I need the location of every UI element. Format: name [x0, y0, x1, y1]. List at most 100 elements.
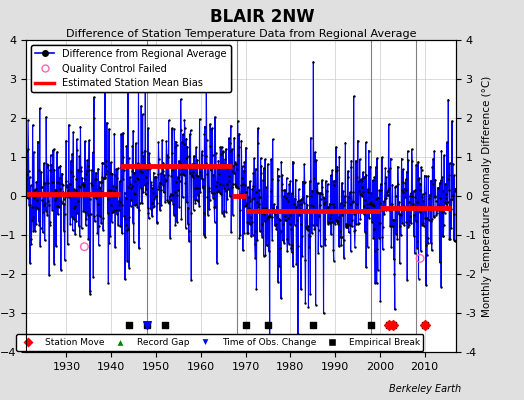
Point: [239, 181, 247, 188]
Point: [378, 154, 386, 160]
Point: [384, 187, 392, 193]
Point: [182, 155, 190, 162]
Point: [376, 220, 384, 226]
Point: [241, 203, 249, 210]
Point: [385, 207, 394, 213]
Point: [393, 204, 401, 211]
Point: [309, 58, 318, 65]
Point: [336, 207, 345, 214]
Point: [355, 178, 363, 184]
Point: [245, 193, 254, 200]
Point: [37, 169, 46, 175]
Point: [333, 163, 342, 170]
Point: [441, 181, 450, 187]
Point: [349, 188, 357, 195]
Point: [409, 204, 417, 210]
Point: [322, 208, 330, 214]
Point: [381, 165, 389, 172]
Point: [387, 206, 395, 212]
Point: [402, 219, 411, 226]
Point: [354, 138, 362, 144]
Point: [238, 191, 246, 197]
Point: [120, 213, 128, 220]
Point: [276, 245, 285, 251]
Point: [263, 242, 271, 248]
Point: [369, 234, 377, 241]
Point: [205, 206, 213, 212]
Point: [110, 130, 118, 137]
Point: [448, 118, 456, 124]
Point: [92, 191, 101, 197]
Point: [39, 202, 48, 208]
Point: [300, 179, 309, 185]
Point: [178, 165, 187, 171]
Point: [398, 187, 406, 194]
Point: [176, 171, 184, 178]
Point: [351, 244, 359, 250]
Point: [361, 174, 369, 180]
Point: [219, 149, 227, 156]
Point: [113, 175, 122, 182]
Point: [138, 111, 147, 117]
Point: [400, 203, 408, 209]
Point: [281, 217, 289, 223]
Point: [47, 162, 56, 168]
Y-axis label: Monthly Temperature Anomaly Difference (°C): Monthly Temperature Anomaly Difference (…: [482, 75, 492, 317]
Point: [436, 177, 445, 184]
Point: [249, 170, 258, 176]
Point: [159, 160, 168, 166]
Point: [143, 322, 151, 328]
Point: [433, 206, 442, 212]
Point: [74, 222, 83, 229]
Point: [333, 219, 341, 225]
Point: [444, 172, 453, 178]
Point: [263, 242, 271, 248]
Point: [386, 155, 395, 162]
Point: [402, 176, 410, 182]
Point: [117, 164, 125, 170]
Title: Difference of Station Temperature Data from Regional Average: Difference of Station Temperature Data f…: [66, 29, 416, 39]
Point: [239, 168, 248, 174]
Point: [308, 230, 316, 236]
Point: [416, 180, 424, 187]
Point: [323, 206, 332, 212]
Point: [421, 215, 430, 221]
Point: [331, 177, 339, 184]
Point: [290, 201, 298, 207]
Point: [61, 211, 69, 217]
Point: [395, 199, 403, 205]
Point: [48, 179, 56, 186]
Point: [122, 222, 130, 228]
Point: [369, 203, 378, 209]
Point: [294, 243, 302, 250]
Point: [42, 114, 50, 120]
Point: [150, 196, 158, 202]
Point: [312, 157, 320, 163]
Point: [323, 181, 332, 187]
Point: [339, 208, 347, 214]
Point: [164, 172, 172, 178]
Point: [336, 228, 344, 234]
Point: [270, 201, 278, 208]
Point: [274, 177, 282, 183]
Point: [406, 213, 414, 220]
Point: [99, 160, 107, 166]
Point: [47, 191, 55, 197]
Point: [330, 204, 339, 211]
Point: [108, 209, 117, 215]
Point: [80, 181, 89, 187]
Point: [68, 151, 77, 157]
Point: [389, 222, 397, 229]
Point: [383, 195, 391, 202]
Point: [209, 171, 217, 178]
Point: [160, 178, 169, 184]
Point: [191, 185, 199, 191]
Point: [259, 253, 268, 259]
Point: [356, 216, 365, 223]
Point: [230, 170, 238, 176]
Point: [67, 168, 75, 175]
Point: [59, 189, 67, 195]
Point: [328, 167, 336, 173]
Point: [146, 165, 154, 171]
Point: [147, 206, 155, 212]
